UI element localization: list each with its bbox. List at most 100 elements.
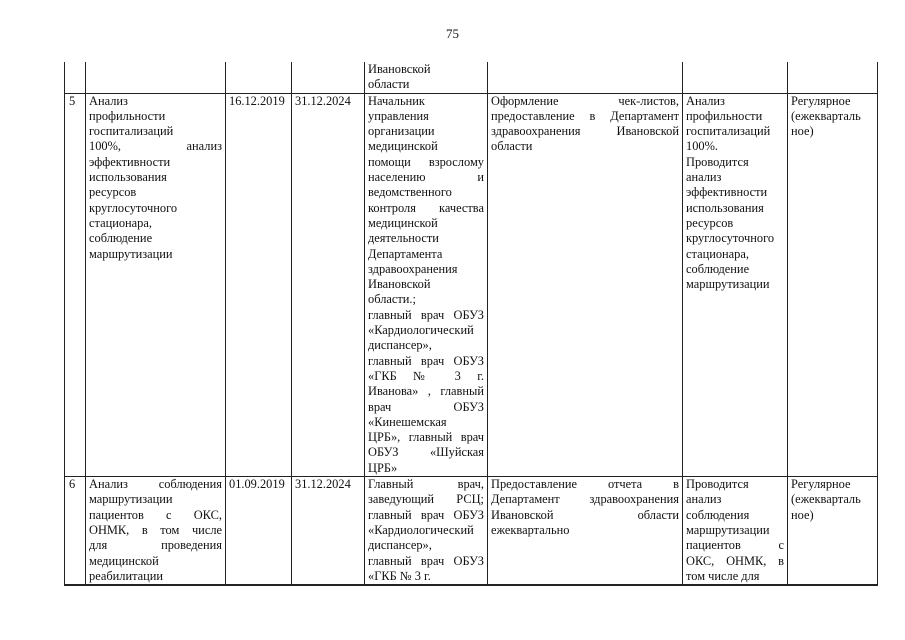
text-line: стационара, [686, 246, 749, 261]
text-line: ресурсов [686, 215, 734, 230]
text-line: ежеквартально [491, 522, 570, 537]
cell-measure: Анализ соблюдения маршрутизации пациентов … [85, 476, 226, 587]
text-line: Регулярное [791, 93, 851, 108]
text-line: использования [686, 200, 764, 215]
text-line: анализ [686, 170, 722, 185]
text-line: эффективности [686, 185, 768, 200]
text-line: том числе для [686, 568, 760, 583]
text-line: ведомственного [368, 185, 452, 200]
measures-table: Ивановской области 5 Анализ профильности госп… [64, 62, 878, 587]
text-line: эффективности [89, 154, 171, 169]
page-number: 75 [446, 26, 459, 41]
text-line: Департамент здравоохранения [491, 492, 679, 507]
cell-responsible: Главный врач, заведующий РСЦ; главный врач… [364, 476, 488, 587]
text-line: ЦРБ» [368, 460, 398, 475]
text-line: ЦРБ», главный врач [368, 430, 484, 445]
text-line: 01.09.2019 [229, 477, 285, 492]
text-line: Ивановской [368, 62, 431, 76]
text-line: реабилитации [89, 568, 164, 583]
text-line: главный врач ОБУЗ [368, 507, 484, 522]
text-line: области [491, 139, 533, 154]
text-line: маршрутизации [686, 522, 770, 537]
text-line: главный врач ОБУЗ [368, 553, 484, 568]
text-line: соблюдение [89, 231, 153, 246]
text-line: Оформление чек-листов, [491, 93, 679, 108]
cell-measure: Анализ профильности госпитализаций 100%, ан… [85, 92, 226, 478]
text-line: 100%. [686, 139, 719, 154]
text-line: Ивановской [368, 277, 431, 292]
text-line: пациентов с ОКС, [89, 507, 222, 522]
text-line: Департамента [368, 246, 443, 261]
text-line: анализ [686, 492, 722, 507]
text-line: главный врач ОБУЗ [368, 353, 484, 368]
cell-responsible: Начальник управления организации медицинско… [364, 92, 488, 478]
text-line: маршрутизации [89, 246, 173, 261]
text-line: «ГКБ № 3 г. [368, 568, 431, 583]
text-line: здравоохранения [368, 261, 458, 276]
text-line: здравоохранения Ивановской [491, 124, 679, 139]
cell-end-date: 31.12.2024 [291, 92, 365, 478]
text-line: стационара, [89, 215, 152, 230]
text-line: области.; [368, 292, 416, 307]
text-line: профильности [686, 108, 763, 123]
text-line: маршрутизации [89, 492, 173, 507]
cell-result: Предоставление отчета в Департамент здрав… [487, 476, 683, 587]
text-line: заведующий РСЦ; [368, 492, 484, 507]
text-line: Главный врач, [368, 477, 484, 492]
cell-end-date: 31.12.2024 [291, 476, 365, 587]
text-line: для проведения [89, 538, 222, 553]
text-line: предоставление в Департамент [491, 108, 679, 123]
text-line: области [368, 77, 410, 92]
cell-measure [85, 62, 226, 94]
text-line: диспансер», [368, 338, 432, 353]
text-line: маршрутизации [686, 277, 770, 292]
text-line: «ГКБ № 3 г. [368, 368, 484, 383]
text-line: госпитализаций [686, 124, 771, 139]
text-line: (ежекварталь [791, 492, 861, 507]
table-row: Ивановской области [64, 62, 878, 94]
text-line: медицинской [368, 215, 438, 230]
text-line: ОНМК, в том числе [89, 522, 222, 537]
text-line: круглосуточного [89, 200, 178, 215]
cell-indicator: Анализ профильности госпитализаций 100%. Про… [682, 92, 788, 478]
text-line: госпитализаций [89, 124, 174, 139]
text-line: главный врач ОБУЗ [368, 307, 484, 322]
text-line: профильности [89, 108, 166, 123]
text-line: «Кардиологический [368, 323, 474, 338]
text-line: деятельности [368, 231, 439, 246]
text-line: 6 [69, 477, 76, 492]
text-line: пациентов с [686, 538, 784, 553]
cell-indicator: Проводится анализ соблюдения маршрутизации п… [682, 476, 788, 587]
text-line: организации [368, 124, 435, 139]
text-line: населению и [368, 170, 484, 185]
cell-number [64, 62, 86, 94]
cell-indicator [682, 62, 788, 94]
text-line: контроля качества [368, 200, 484, 215]
cell-number: 6 [64, 476, 86, 587]
text-line: Проводится [686, 154, 749, 169]
cell-start-date: 01.09.2019 [225, 476, 292, 587]
table-row: 5 Анализ профильности госпитализаций 100%, а… [64, 92, 878, 478]
text-line: 31.12.2024 [295, 477, 351, 492]
text-line: Проводится [686, 477, 749, 492]
text-line: «Кардиологический [368, 522, 474, 537]
text-line: ОБУЗ «Шуйская [368, 445, 484, 460]
text-line: ное) [791, 124, 814, 139]
cell-start-date [225, 62, 292, 94]
text-line: Анализ [686, 93, 725, 108]
text-line: использования [89, 170, 167, 185]
text-line: ное) [791, 507, 814, 522]
cell-result: Оформление чек-листов, предоставление в Д… [487, 92, 683, 478]
text-line: Начальник [368, 93, 425, 108]
text-line: ОКС, ОНМК, в [686, 553, 784, 568]
text-line: 100%, анализ [89, 139, 222, 154]
text-line: 31.12.2024 [295, 93, 351, 108]
text-line: Анализ соблюдения [89, 477, 222, 492]
text-line: 5 [69, 93, 76, 108]
cell-end-date [291, 62, 365, 94]
cell-result [487, 62, 683, 94]
cell-responsible: Ивановской области [364, 62, 488, 94]
text-line: врач ОБУЗ [368, 399, 484, 414]
text-line: управления [368, 108, 429, 123]
text-line: Ивановской области [491, 507, 679, 522]
